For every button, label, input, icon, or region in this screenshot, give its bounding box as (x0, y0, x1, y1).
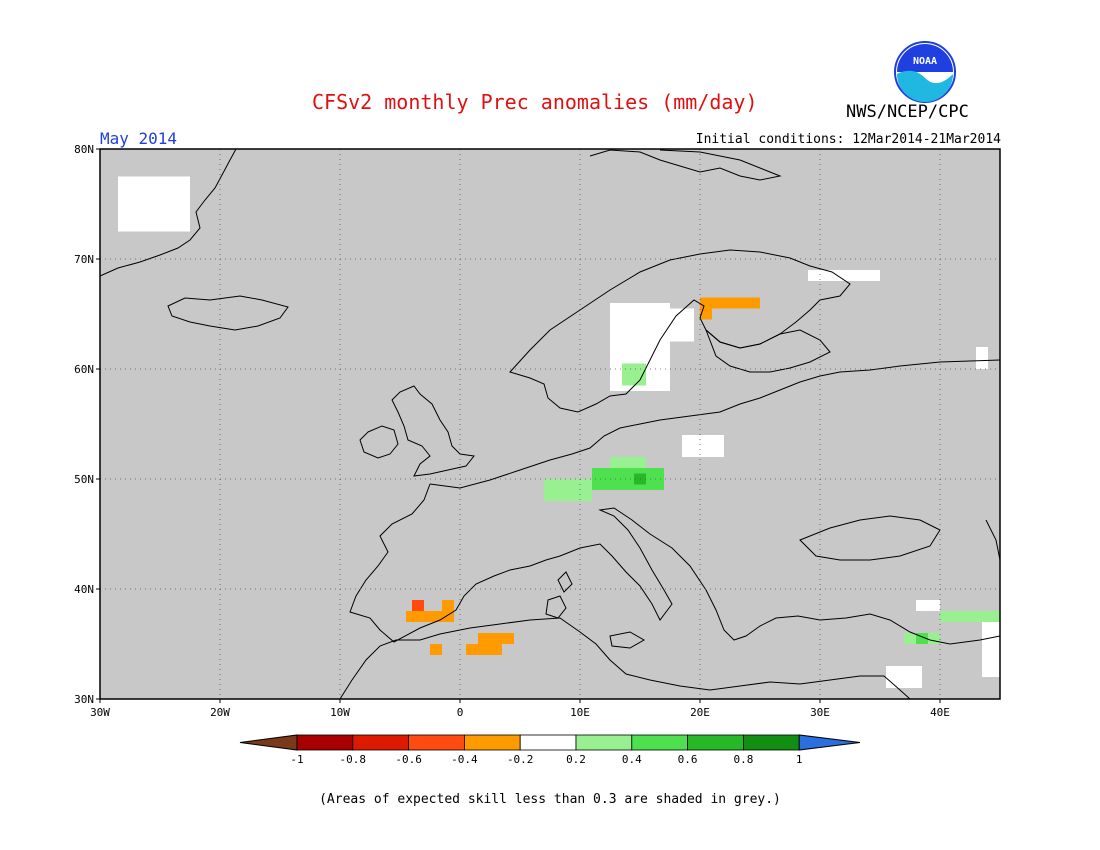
colorbar-segment (575, 734, 633, 751)
anomaly-cell (916, 633, 928, 644)
anomaly-cell (610, 303, 670, 391)
colorbar-segment (296, 734, 354, 751)
anomaly-cell (406, 611, 454, 622)
anomaly-cell (886, 666, 922, 688)
noaa-logo: NOAA (893, 40, 957, 108)
colorbar-segment (743, 734, 800, 751)
anomaly-cell (430, 644, 442, 655)
anomaly-cell (622, 363, 646, 386)
anomaly-cell (478, 633, 514, 644)
anomaly-cell (610, 457, 646, 468)
colorbar-low-arrow (239, 734, 298, 751)
colorbar-tick-label: -1 (290, 753, 303, 766)
month-label: May 2014 (100, 129, 178, 148)
anomaly-cell (544, 479, 592, 501)
lat-tick-label: 70N (74, 253, 94, 266)
colorbar-segment (463, 734, 521, 751)
anomaly-cell (442, 600, 454, 611)
anomaly-cell (940, 611, 1000, 622)
lat-tick-label: 40N (74, 583, 94, 596)
colorbar-tick-label: 0.6 (678, 753, 698, 766)
lon-tick-label: 20W (210, 706, 230, 719)
anomaly-cell (904, 633, 940, 644)
initial-conditions-label: Initial conditions: 12Mar2014-21Mar2014 (695, 132, 1001, 147)
lon-tick-label: 40E (930, 706, 950, 719)
axis-labels: 30W 20W 10W 0 10E 20E 30E 40E 80N 70N 60N 50N 40N 30N (74, 143, 950, 719)
chart-title: CFSv2 monthly Prec anomalies (mm/day) (312, 90, 758, 114)
colorbar-tick-label: -0.6 (395, 753, 422, 766)
lon-tick-label: 10E (570, 706, 590, 719)
colorbar-segment (352, 734, 409, 751)
skill-footnote: (Areas of expected skill less than 0.3 a… (319, 792, 781, 807)
anomaly-cell (982, 622, 1000, 677)
map-frame (99, 148, 1001, 700)
lon-tick-label: 20E (690, 706, 710, 719)
colorbar-tick-label: 1 (796, 753, 803, 766)
anomaly-cell (658, 308, 694, 342)
anomaly-cell (700, 308, 712, 320)
lat-tick-label: 30N (74, 693, 94, 706)
anomaly-cell (412, 600, 424, 611)
colorbar-segment (631, 734, 688, 751)
anomaly-cell (808, 270, 880, 281)
lon-tick-label: 30W (90, 706, 110, 719)
coastlines (99, 148, 1001, 700)
anomaly-cell (682, 435, 724, 457)
colorbar-tick-label: -0.8 (340, 753, 367, 766)
anomaly-cell (634, 473, 646, 485)
colorbar: -1 -0.8 -0.6 -0.4 -0.2 0.2 0.4 0.6 0.8 1 (239, 734, 861, 766)
lat-tick-label: 80N (74, 143, 94, 156)
anomaly-cell (592, 468, 664, 490)
colorbar-tick-label: 0.4 (622, 753, 642, 766)
colorbar-segment (408, 734, 465, 751)
lon-tick-label: 0 (457, 706, 464, 719)
anomaly-cell (916, 600, 940, 611)
lat-tick-label: 50N (74, 473, 94, 486)
colorbar-tick-label: 0.8 (733, 753, 753, 766)
anomaly-cell (700, 297, 760, 309)
anomaly-cell (466, 644, 502, 655)
anomaly-regions (118, 176, 1000, 688)
anomaly-cell (118, 176, 190, 232)
lon-tick-label: 10W (330, 706, 350, 719)
anomaly-cell (976, 347, 988, 369)
colorbar-segment (519, 734, 577, 751)
colorbar-segment (687, 734, 744, 751)
map-background (100, 149, 1000, 699)
agency-label: NWS/NCEP/CPC (846, 102, 969, 122)
lat-tick-label: 60N (74, 363, 94, 376)
logo-text: NOAA (913, 56, 937, 67)
colorbar-tick-label: 0.2 (566, 753, 586, 766)
map-gridlines (100, 149, 1000, 699)
colorbar-tick-label: -0.4 (451, 753, 478, 766)
colorbar-tick-label: -0.2 (507, 753, 534, 766)
lon-tick-label: 30E (810, 706, 830, 719)
colorbar-high-arrow (798, 734, 861, 751)
